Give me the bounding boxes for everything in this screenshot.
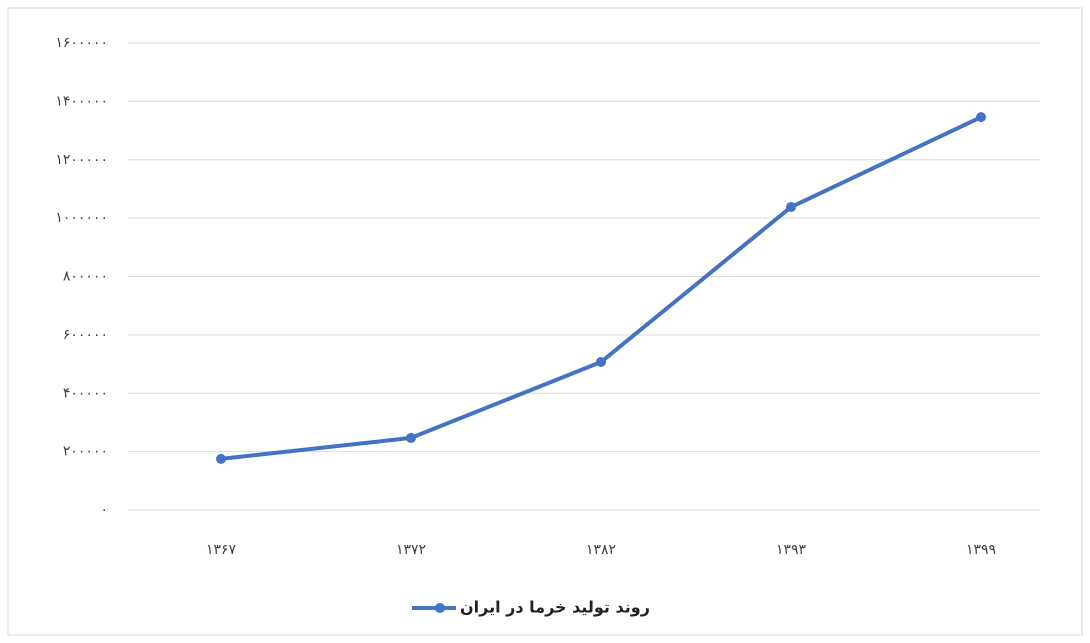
x-tick-label: ۱۳۷۲ xyxy=(396,542,426,558)
y-tick-label: ۱۲۰۰۰۰۰ xyxy=(55,152,108,168)
y-tick-label: ۱۴۰۰۰۰۰ xyxy=(55,93,108,109)
data-point xyxy=(786,202,796,213)
data-point xyxy=(976,112,986,123)
x-tick-label: ۱۳۸۲ xyxy=(586,542,616,558)
data-point xyxy=(216,453,226,464)
x-tick-label: ۱۳۹۹ xyxy=(966,542,996,558)
y-tick-label: ۱۰۰۰۰۰۰ xyxy=(55,210,108,226)
y-tick-label: ۲۰۰۰۰۰ xyxy=(63,444,108,460)
y-tick-label: ۱۶۰۰۰۰۰ xyxy=(55,35,108,51)
y-tick-label: ۸۰۰۰۰۰ xyxy=(63,269,108,285)
y-tick-label: ۴۰۰۰۰۰ xyxy=(63,385,108,401)
chart-border xyxy=(7,7,1083,636)
data-point xyxy=(596,357,606,368)
y-tick-label: ۶۰۰۰۰۰ xyxy=(63,327,108,343)
x-tick-label: ۱۳۶۷ xyxy=(206,542,237,558)
legend-marker xyxy=(435,603,445,613)
y-tick-label: ۰ xyxy=(100,502,108,518)
legend-label: روند تولید خرما در ایران xyxy=(460,598,650,617)
data-point xyxy=(406,432,416,443)
x-tick-label: ۱۳۹۳ xyxy=(776,542,807,558)
